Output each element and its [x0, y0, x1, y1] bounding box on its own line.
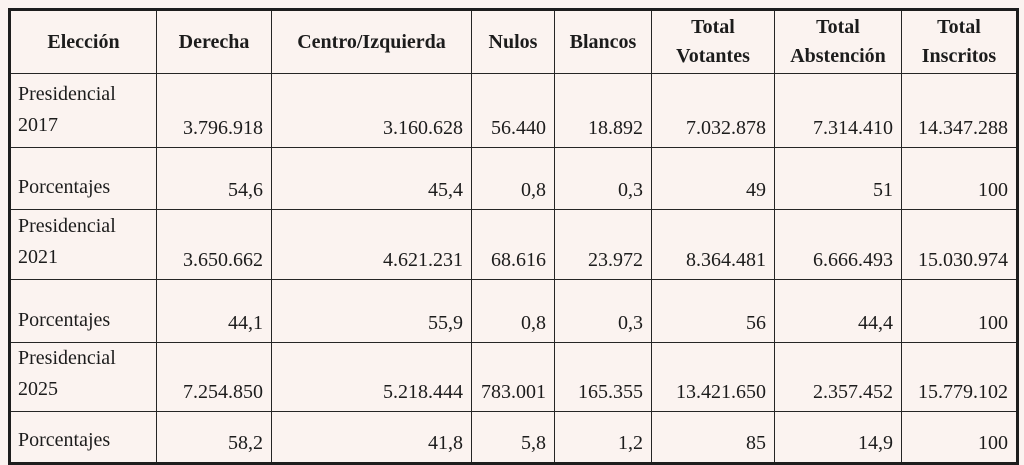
- row-label: Presidencial 2017: [9, 73, 157, 148]
- table-cell: 51: [774, 147, 902, 210]
- table-cell: 54,6: [156, 147, 272, 210]
- election-results-table: Elección Derecha Centro/Izquierda Nulos …: [8, 8, 1019, 465]
- table-cell: 4.621.231: [271, 209, 472, 280]
- table-cell: 165.355: [554, 342, 652, 412]
- table-cell: 44,1: [156, 279, 272, 343]
- table-cell: 5,8: [471, 411, 555, 464]
- row-label: Porcentajes: [9, 411, 157, 464]
- column-header-centro-izquierda: Centro/Izquierda: [271, 9, 472, 74]
- table-cell: 56: [651, 279, 775, 343]
- table-cell: 8.364.481: [651, 209, 775, 280]
- row-label-line: 2025: [18, 378, 58, 400]
- table-row-presidencial-2017: Presidencial 2017 3.796.918 3.160.628 56…: [9, 73, 1018, 148]
- table-cell: 0,3: [554, 279, 652, 343]
- table-cell: 3.650.662: [156, 209, 272, 280]
- table-cell: 2.357.452: [774, 342, 902, 412]
- table-cell: 0,8: [471, 147, 555, 210]
- table-row-porcentajes-2017: Porcentajes 54,6 45,4 0,8 0,3 49 51 100: [9, 147, 1018, 210]
- table-cell: 6.666.493: [774, 209, 902, 280]
- table-cell: 44,4: [774, 279, 902, 343]
- row-label-line: Presidencial: [18, 347, 116, 369]
- table-cell: 3.796.918: [156, 73, 272, 148]
- table-cell: 55,9: [271, 279, 472, 343]
- table-cell: 68.616: [471, 209, 555, 280]
- table-cell: 45,4: [271, 147, 472, 210]
- table-row-porcentajes-2025: Porcentajes 58,2 41,8 5,8 1,2 85 14,9 10…: [9, 411, 1018, 464]
- row-label: Presidencial 2021: [9, 209, 157, 280]
- row-label-line: Porcentajes: [18, 309, 111, 331]
- table-cell: 18.892: [554, 73, 652, 148]
- table-cell: 0,3: [554, 147, 652, 210]
- row-label-line: Porcentajes: [18, 429, 111, 451]
- table-cell: 1,2: [554, 411, 652, 464]
- table-cell: 100: [901, 147, 1018, 210]
- row-label: Presidencial 2025: [9, 342, 157, 412]
- column-header-derecha: Derecha: [156, 9, 272, 74]
- table-cell: 23.972: [554, 209, 652, 280]
- row-label: Porcentajes: [9, 279, 157, 343]
- row-label-line: Porcentajes: [18, 176, 111, 198]
- table-cell: 15.030.974: [901, 209, 1018, 280]
- table-cell: 3.160.628: [271, 73, 472, 148]
- column-header-blancos: Blancos: [554, 9, 652, 74]
- table-row-presidencial-2021: Presidencial 2021 3.650.662 4.621.231 68…: [9, 209, 1018, 280]
- row-label-line: 2021: [18, 246, 58, 268]
- table-row-porcentajes-2021: Porcentajes 44,1 55,9 0,8 0,3 56 44,4 10…: [9, 279, 1018, 343]
- table-cell: 7.032.878: [651, 73, 775, 148]
- table-cell: 14.347.288: [901, 73, 1018, 148]
- table-cell: 41,8: [271, 411, 472, 464]
- table-cell: 783.001: [471, 342, 555, 412]
- column-header-total-inscritos: Total Inscritos: [901, 9, 1018, 74]
- row-label-line: 2017: [18, 114, 58, 136]
- table-cell: 14,9: [774, 411, 902, 464]
- table-cell: 7.254.850: [156, 342, 272, 412]
- table-cell: 13.421.650: [651, 342, 775, 412]
- table-cell: 58,2: [156, 411, 272, 464]
- table-cell: 5.218.444: [271, 342, 472, 412]
- table-cell: 100: [901, 411, 1018, 464]
- row-label: Porcentajes: [9, 147, 157, 210]
- table-cell: 100: [901, 279, 1018, 343]
- table-cell: 0,8: [471, 279, 555, 343]
- table-cell: 49: [651, 147, 775, 210]
- table-cell: 56.440: [471, 73, 555, 148]
- column-header-eleccion: Elección: [9, 9, 157, 74]
- table-cell: 15.779.102: [901, 342, 1018, 412]
- table-cell: 7.314.410: [774, 73, 902, 148]
- row-label-line: Presidencial: [18, 83, 116, 105]
- column-header-nulos: Nulos: [471, 9, 555, 74]
- table-row-presidencial-2025: Presidencial 2025 7.254.850 5.218.444 78…: [9, 342, 1018, 412]
- column-header-total-votantes: Total Votantes: [651, 9, 775, 74]
- header-row: Elección Derecha Centro/Izquierda Nulos …: [9, 9, 1018, 74]
- table-cell: 85: [651, 411, 775, 464]
- column-header-total-abstencion: Total Abstención: [774, 9, 902, 74]
- row-label-line: Presidencial: [18, 215, 116, 237]
